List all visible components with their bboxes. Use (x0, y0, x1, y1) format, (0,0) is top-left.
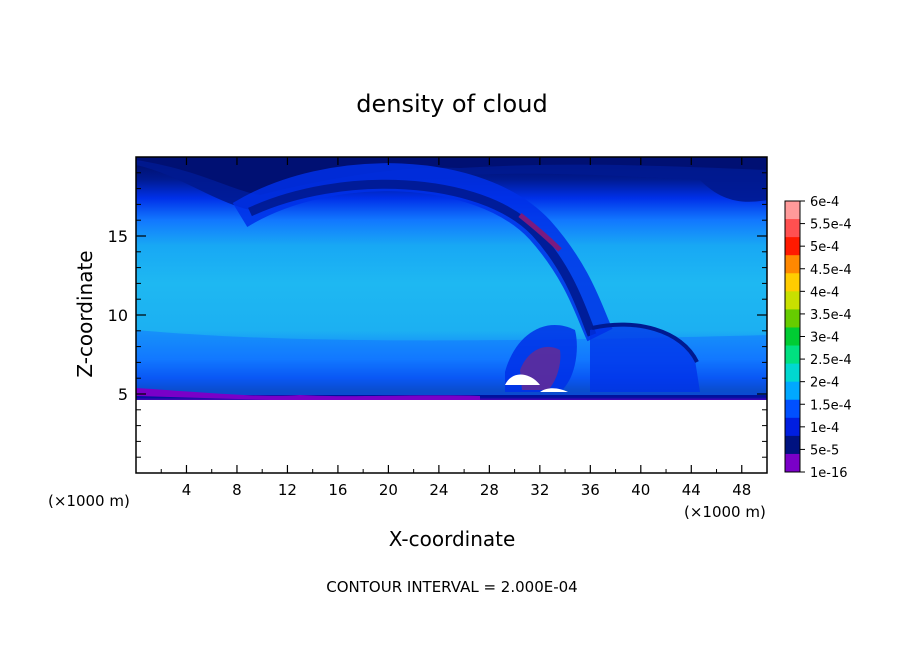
colorbar-swatch (785, 273, 800, 292)
density-arc-outer (232, 163, 613, 342)
colorbar-swatch (785, 453, 800, 473)
colorbar-swatch (785, 327, 800, 347)
colorbar-label: 1e-16 (810, 466, 848, 481)
colorbar: 6e-4 5.5e-4 5e-4 4.5e-4 4e-4 3.5e-4 3e-4 2.5e-4… (784, 195, 852, 481)
density-anvil-edge (591, 322, 699, 363)
x-tick-label: 12 (278, 481, 297, 499)
colorbar-label: 1e-4 (810, 421, 839, 436)
colorbar-label: 5e-5 (810, 443, 839, 458)
colorbar-swatch (785, 219, 800, 238)
plot-area (136, 157, 767, 473)
colorbar-swatch (785, 201, 800, 220)
colorbar-label: 3e-4 (810, 331, 839, 346)
x-tick-label: 40 (631, 481, 650, 499)
colorbar-label: 2.5e-4 (810, 353, 852, 368)
field-gap-1 (505, 374, 540, 385)
colorbar-swatch (785, 309, 800, 328)
colorbar-label: 1.5e-4 (810, 398, 852, 413)
x-tick-label: 36 (581, 481, 600, 499)
colorbar-swatch (785, 291, 800, 310)
x-axis-ticks: 4 8 12 16 20 24 28 32 36 40 44 48 (160, 157, 751, 499)
y-tick-label: 15 (108, 227, 128, 246)
x-tick-label: 20 (379, 481, 398, 499)
density-arc-core (518, 213, 562, 252)
density-arc-inner (248, 179, 597, 337)
colorbar-swatch (785, 417, 800, 437)
colorbar-label: 4.5e-4 (810, 263, 852, 278)
colorbar-label: 6e-4 (810, 195, 839, 210)
density-base-strip (136, 388, 480, 400)
colorbar-label: 2e-4 (810, 376, 839, 391)
colorbar-swatch (785, 381, 800, 401)
colorbar-swatch (785, 435, 800, 455)
x-tick-label: 28 (480, 481, 499, 499)
colorbar-swatch (785, 255, 800, 274)
y-axis-label: Z-coordinate (73, 250, 97, 377)
x-axis-label: X-coordinate (389, 527, 516, 551)
x-axis-unit-left: (×1000 m) (48, 492, 130, 510)
x-axis-unit-right: (×1000 m) (684, 503, 766, 521)
x-tick-label: 32 (530, 481, 549, 499)
x-tick-label: 4 (182, 481, 192, 499)
colorbar-label: 3.5e-4 (810, 308, 852, 323)
colorbar-swatch (785, 399, 800, 419)
y-tick-label: 5 (118, 385, 128, 404)
contour-interval-footer: CONTOUR INTERVAL = 2.000E-04 (326, 578, 577, 596)
field-gap-2 (540, 388, 568, 392)
colorbar-label: 5e-4 (810, 240, 839, 255)
density-anvil (590, 326, 700, 392)
x-tick-label: 48 (732, 481, 751, 499)
colorbar-swatch (785, 363, 800, 383)
y-tick-label: 10 (108, 306, 128, 325)
y-axis-ticks: 5 10 15 (108, 172, 767, 458)
chart-title: density of cloud (356, 90, 547, 118)
x-tick-label: 8 (232, 481, 242, 499)
x-tick-label: 24 (429, 481, 448, 499)
colorbar-label: 4e-4 (810, 285, 839, 300)
no-data-region (136, 400, 767, 473)
x-tick-label: 16 (328, 481, 347, 499)
colorbar-swatch (785, 237, 800, 256)
x-tick-label: 44 (682, 481, 701, 499)
colorbar-label: 5.5e-4 (810, 218, 852, 233)
colorbar-swatch (785, 345, 800, 365)
